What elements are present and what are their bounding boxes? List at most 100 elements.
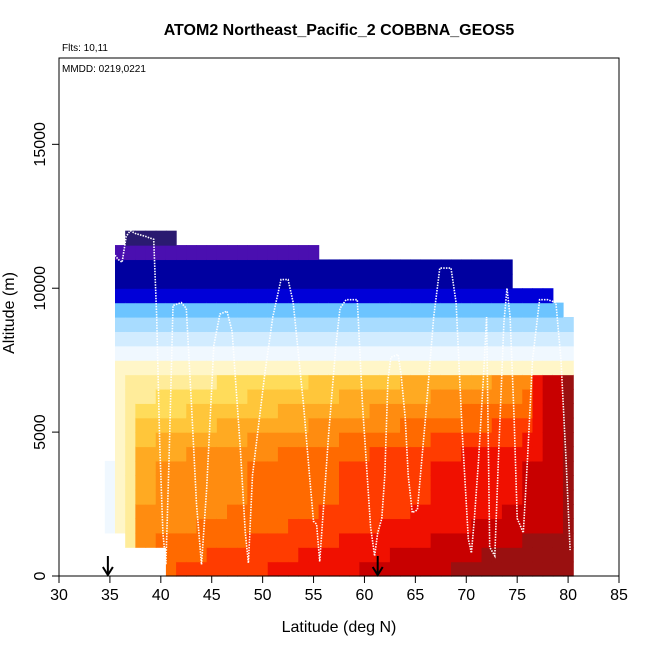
heatmap-cell bbox=[308, 259, 320, 275]
heatmap-cell bbox=[237, 475, 248, 491]
heatmap-cell bbox=[563, 388, 574, 404]
heatmap-cell bbox=[389, 273, 401, 289]
heatmap-cell bbox=[400, 532, 411, 548]
heatmap-cell bbox=[298, 417, 310, 433]
heatmap-cell bbox=[196, 388, 208, 404]
heatmap-cell bbox=[328, 288, 340, 304]
heatmap-cell bbox=[104, 504, 116, 520]
heatmap-cell bbox=[461, 317, 472, 332]
heatmap-cell bbox=[552, 561, 564, 577]
heatmap-cell bbox=[237, 345, 248, 361]
heatmap-cell bbox=[512, 547, 523, 563]
heatmap-cell bbox=[471, 460, 483, 476]
heatmap-cell bbox=[277, 259, 289, 275]
heatmap-cell bbox=[298, 475, 310, 491]
heatmap-cell bbox=[298, 432, 310, 448]
heatmap-cell bbox=[512, 345, 523, 361]
heatmap-cell bbox=[400, 475, 411, 491]
heatmap-cell bbox=[267, 532, 279, 548]
dates-annotation: MMDD: 0219,0221 bbox=[62, 64, 146, 75]
heatmap-cell bbox=[359, 561, 371, 577]
heatmap-cell bbox=[339, 259, 350, 275]
heatmap-cell bbox=[155, 432, 167, 448]
heatmap-cell bbox=[308, 561, 320, 577]
heatmap-cell bbox=[420, 288, 432, 304]
heatmap-cell bbox=[165, 547, 177, 563]
heatmap-cell bbox=[196, 302, 208, 318]
heatmap-cell bbox=[501, 460, 513, 476]
heatmap-cell bbox=[186, 288, 198, 304]
heatmap-cell bbox=[216, 432, 228, 448]
heatmap-cell bbox=[298, 446, 310, 462]
heatmap-cell bbox=[298, 317, 310, 332]
heatmap-cell bbox=[257, 561, 269, 577]
heatmap-cell bbox=[196, 432, 208, 448]
heatmap-cell bbox=[481, 518, 493, 534]
heatmap-cell bbox=[104, 460, 116, 476]
heatmap-cell bbox=[125, 273, 136, 289]
heatmap-cell bbox=[471, 302, 483, 318]
heatmap-cell bbox=[532, 432, 544, 448]
heatmap-cell bbox=[512, 432, 523, 448]
heatmap-cell bbox=[257, 374, 269, 390]
heatmap-cell bbox=[115, 432, 126, 448]
heatmap-cell bbox=[339, 345, 350, 361]
heatmap-cell bbox=[125, 417, 136, 433]
heatmap-cell bbox=[369, 317, 381, 332]
heatmap-cell bbox=[471, 317, 483, 332]
heatmap-cell bbox=[277, 532, 289, 548]
heatmap-cell bbox=[115, 317, 126, 332]
heatmap-cell bbox=[430, 345, 442, 361]
heatmap-cell bbox=[267, 245, 279, 261]
heatmap-cell bbox=[216, 403, 228, 419]
heatmap-cell bbox=[155, 532, 167, 548]
heatmap-cell bbox=[298, 259, 310, 275]
heatmap-cell bbox=[145, 331, 157, 347]
heatmap-cell bbox=[237, 273, 248, 289]
heatmap-cell bbox=[501, 446, 513, 462]
y-tick-label: 10000 bbox=[32, 266, 49, 311]
heatmap-cell bbox=[206, 317, 218, 332]
heatmap-cell bbox=[522, 288, 534, 304]
heatmap-cell bbox=[247, 302, 259, 318]
heatmap-cell bbox=[186, 417, 198, 433]
heatmap-cell bbox=[349, 460, 360, 476]
heatmap-cell bbox=[339, 403, 350, 419]
heatmap-cell bbox=[318, 288, 330, 304]
heatmap-cell bbox=[542, 374, 554, 390]
heatmap-cell bbox=[145, 518, 157, 534]
heatmap-cell bbox=[389, 489, 401, 505]
heatmap-cell bbox=[512, 475, 523, 491]
heatmap-cell bbox=[247, 259, 259, 275]
heatmap-cell bbox=[410, 532, 422, 548]
heatmap-cell bbox=[277, 317, 289, 332]
heatmap-cell bbox=[267, 403, 279, 419]
x-tick-label: 65 bbox=[406, 587, 424, 604]
heatmap-cell bbox=[145, 259, 157, 275]
heatmap-cell bbox=[400, 273, 411, 289]
heatmap-cell bbox=[257, 388, 269, 404]
heatmap-cell bbox=[318, 532, 330, 548]
heatmap-cell bbox=[257, 317, 269, 332]
heatmap-cell bbox=[349, 331, 360, 347]
heatmap-cell bbox=[298, 345, 310, 361]
heatmap-cell bbox=[135, 417, 147, 433]
heatmap-cell bbox=[552, 374, 564, 390]
heatmap-cell bbox=[186, 245, 198, 261]
heatmap-cell bbox=[389, 388, 401, 404]
heatmap-cell bbox=[461, 302, 472, 318]
heatmap-cell bbox=[522, 547, 534, 563]
heatmap-cell bbox=[298, 460, 310, 476]
heatmap-cell bbox=[359, 446, 371, 462]
heatmap-cell bbox=[420, 360, 432, 376]
heatmap-cell bbox=[369, 504, 381, 520]
heatmap-cell bbox=[451, 317, 462, 332]
heatmap-cell bbox=[308, 331, 320, 347]
heatmap-cell bbox=[288, 432, 299, 448]
heatmap-cell bbox=[440, 317, 452, 332]
heatmap-cell bbox=[359, 460, 371, 476]
heatmap-cell bbox=[430, 432, 442, 448]
heatmap-cell bbox=[532, 345, 544, 361]
heatmap-cell bbox=[461, 561, 472, 577]
heatmap-cell bbox=[237, 547, 248, 563]
